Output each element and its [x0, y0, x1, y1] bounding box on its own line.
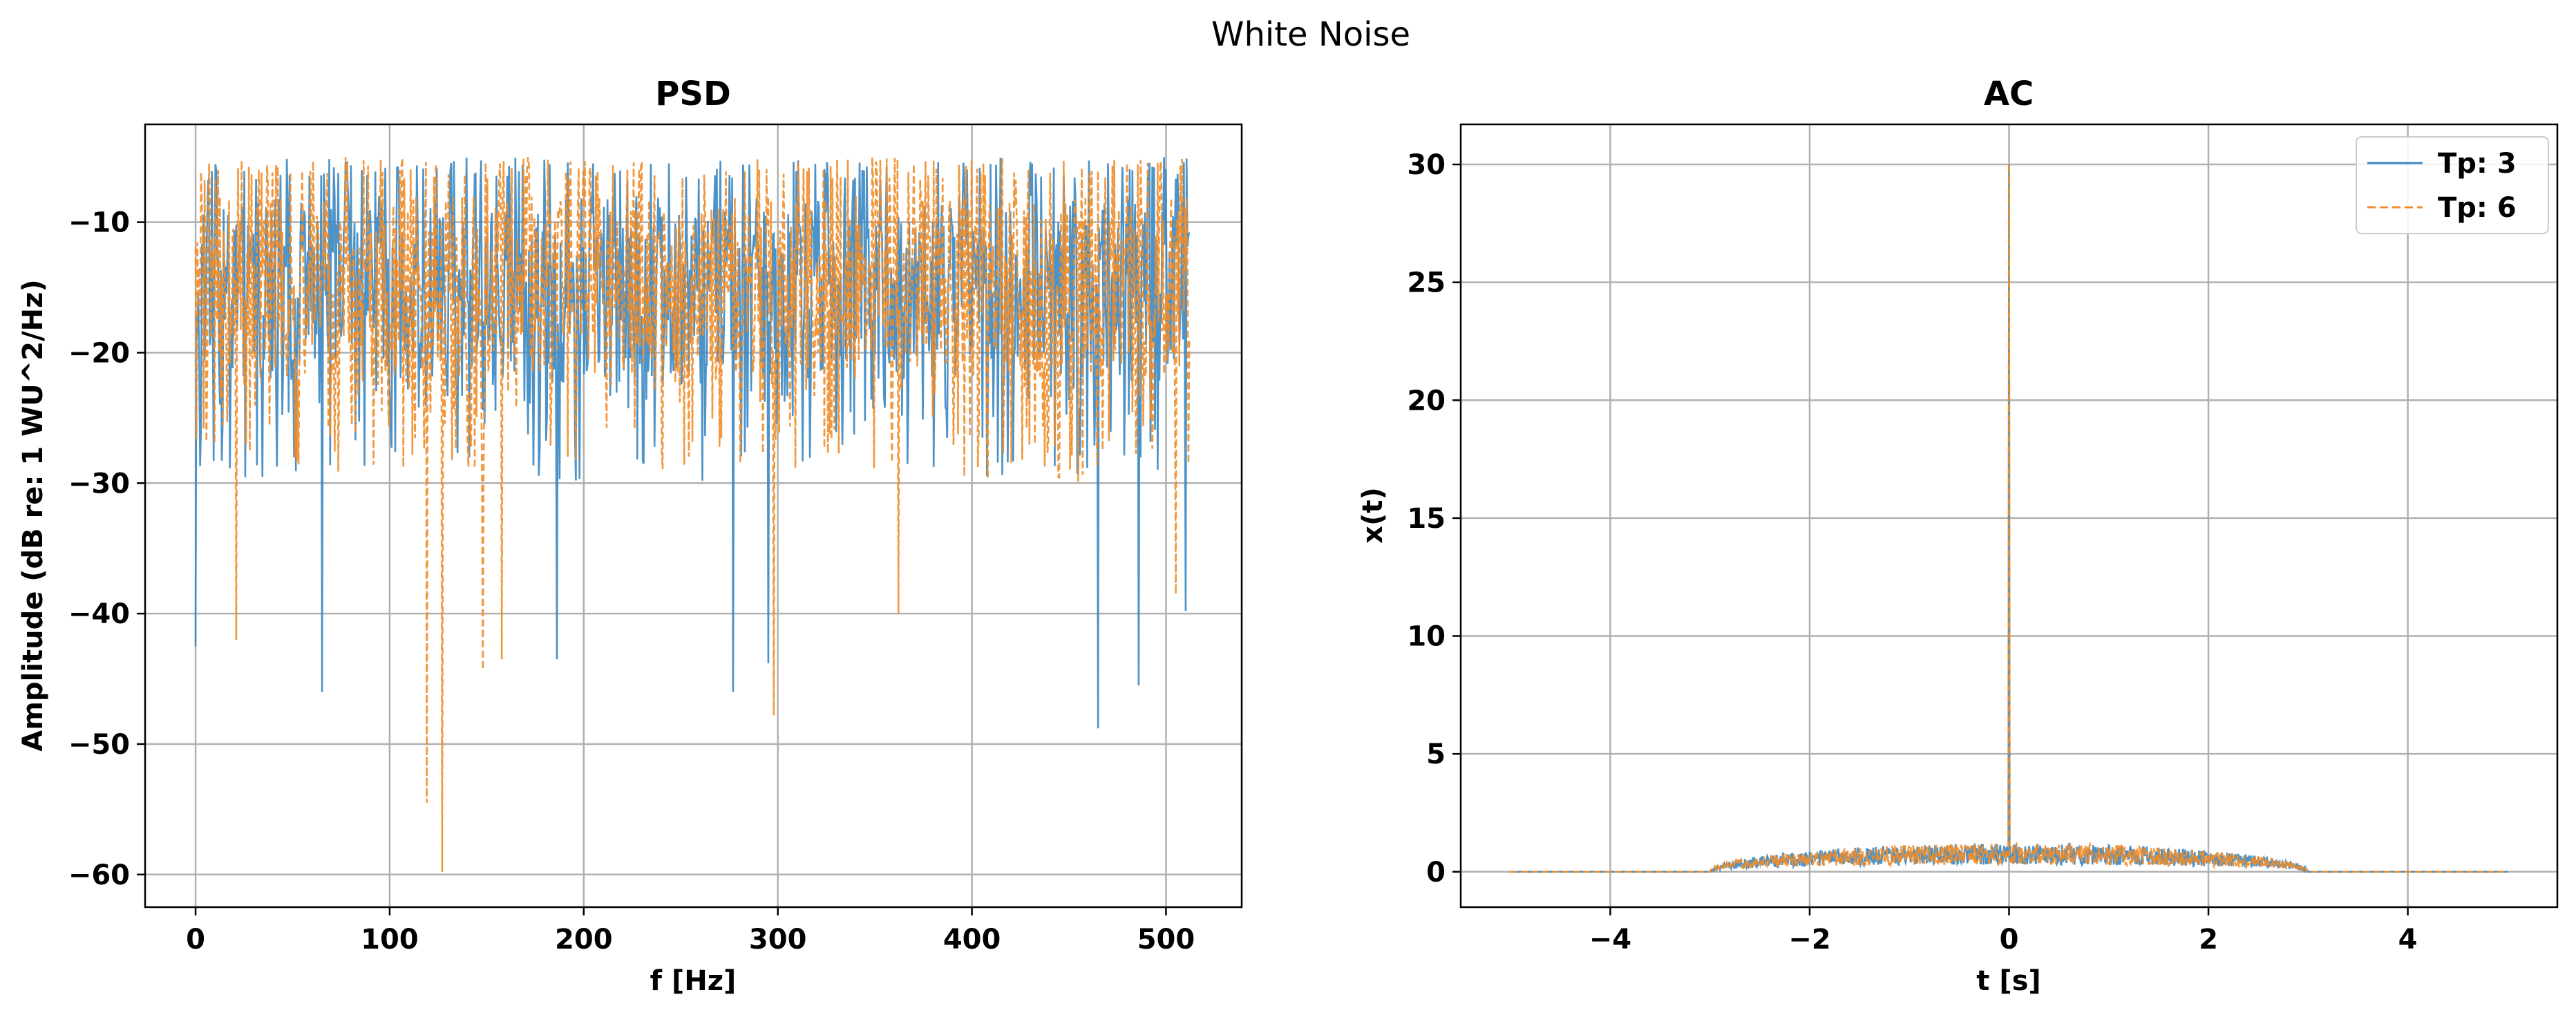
- y-tick-label: −10: [68, 207, 130, 239]
- y-tick-label: 0: [1426, 857, 1446, 888]
- x-tick-label: −2: [1788, 924, 1830, 956]
- y-tick-label: 15: [1407, 503, 1446, 535]
- psd-title: PSD: [655, 75, 731, 113]
- series-line-tp6: [1510, 164, 2508, 873]
- psd-series-lines: [194, 157, 1191, 873]
- legend-label-tp3: Tp: 3: [2438, 148, 2517, 180]
- y-tick-label: −20: [68, 337, 130, 369]
- psd-y-axis-label: Amplitude (dB re: 1 WU^2/Hz): [17, 279, 49, 751]
- x-tick-label: 500: [1137, 924, 1195, 956]
- ac-series-lines: [1510, 164, 2508, 874]
- ac-x-axis-label: t [s]: [1976, 965, 2040, 997]
- x-tick-label: 0: [2000, 924, 2019, 956]
- ac-title: AC: [1984, 75, 2034, 113]
- x-tick-label: 200: [555, 924, 613, 956]
- x-tick-label: 400: [943, 924, 1001, 956]
- ac-subplot: −4 −2 0 2 4 0 5 10 15 20 25 30 AC t [s] x(t) Tp: 3 …: [1357, 75, 2559, 997]
- psd-x-axis-label: f [Hz]: [650, 965, 737, 997]
- psd-plot-frame: [144, 123, 1243, 909]
- x-tick-label: 4: [2398, 924, 2418, 956]
- y-tick-label: −30: [68, 468, 130, 500]
- ac-legend: Tp: 3 Tp: 6: [2356, 136, 2549, 234]
- x-tick-label: −4: [1589, 924, 1631, 956]
- ac-gridlines: [1461, 124, 2557, 907]
- ac-y-axis-label: x(t): [1357, 487, 1389, 543]
- x-tick-label: 2: [2199, 924, 2218, 956]
- x-tick-label: 100: [361, 924, 419, 956]
- series-line-tp6: [194, 157, 1191, 873]
- ac-ticks: −4 −2 0 2 4 0 5 10 15 20 25 30: [1407, 149, 2417, 956]
- x-tick-label: 300: [749, 924, 807, 956]
- legend-label-tp6: Tp: 6: [2438, 192, 2517, 224]
- legend-box: [2356, 136, 2549, 234]
- y-tick-label: 30: [1407, 149, 1446, 181]
- y-tick-label: −40: [68, 598, 130, 630]
- y-tick-label: −50: [68, 729, 130, 761]
- psd-subplot: 0 100 200 300 400 500 −10 −20 −30 −40 −50 −60 PSD f…: [17, 75, 1243, 997]
- figure-title: White Noise: [1211, 15, 1410, 54]
- y-tick-label: 25: [1407, 267, 1446, 299]
- y-tick-label: 20: [1407, 385, 1446, 417]
- psd-ticks: 0 100 200 300 400 500 −10 −20 −30 −40 −50 −60: [68, 207, 1195, 956]
- y-tick-label: 5: [1426, 739, 1446, 770]
- x-tick-label: 0: [186, 924, 205, 956]
- y-tick-label: 10: [1407, 621, 1446, 653]
- y-tick-label: −60: [68, 859, 130, 891]
